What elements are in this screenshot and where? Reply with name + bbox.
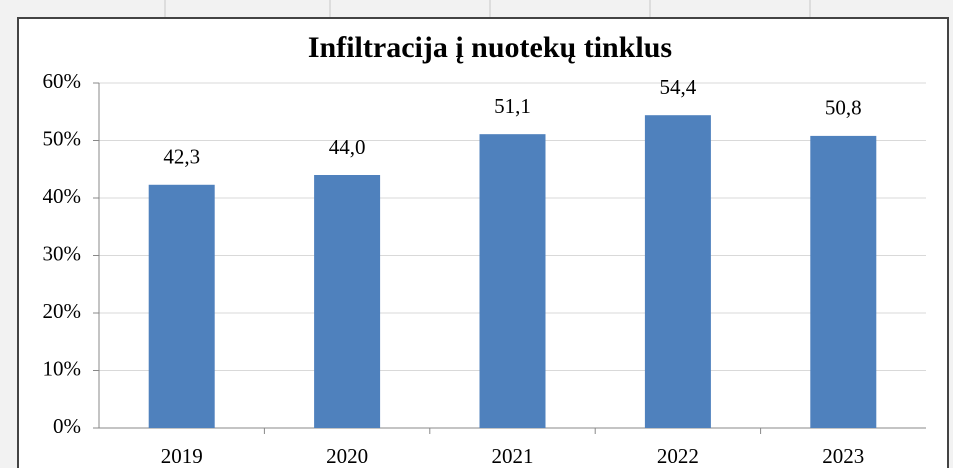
y-tick-label: 20% [43,299,82,323]
sheet-grid [164,0,811,18]
x-tick-label: 2019 [161,444,203,468]
bar [148,184,215,428]
y-tick-label: 50% [43,126,82,150]
data-label: 42,3 [163,145,200,169]
x-tick-label: 2020 [326,444,368,468]
bar [810,135,877,428]
data-label: 54,4 [660,75,697,99]
x-tick-label: 2021 [492,444,534,468]
bar [314,175,381,428]
x-tick-label: 2023 [822,444,864,468]
bar [479,134,546,429]
y-tick-label: 60% [43,69,82,93]
y-tick-label: 30% [43,241,82,265]
chart-title: Infiltracija į nuotekų tinklus [308,31,672,64]
y-tick-label: 0% [53,414,81,438]
y-tick-label: 40% [43,184,82,208]
data-label: 51,1 [494,94,531,118]
y-tick-label: 10% [43,356,82,380]
x-tick-label: 2022 [657,444,699,468]
data-label: 50,8 [825,96,862,120]
data-label: 44,0 [329,135,366,159]
bar [644,115,711,428]
